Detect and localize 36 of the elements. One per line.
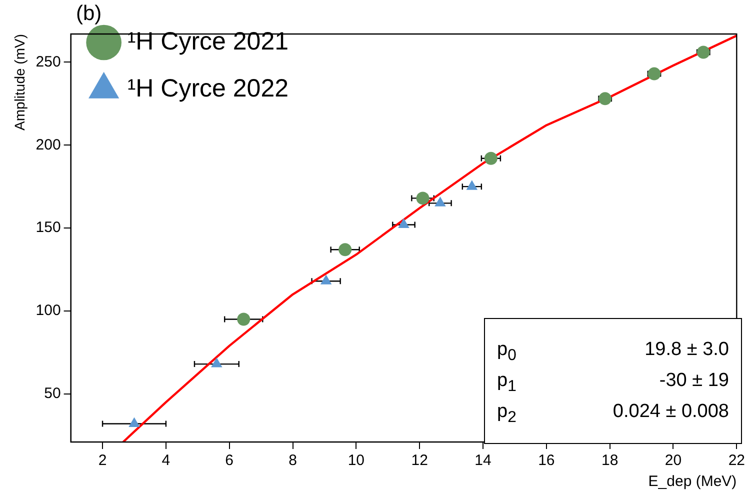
x-tick-label: 2 bbox=[98, 452, 107, 470]
point bbox=[237, 312, 250, 326]
y-tick-label: 200 bbox=[36, 136, 61, 154]
y-tick-label: 100 bbox=[36, 302, 61, 320]
x-tick-label: 4 bbox=[162, 452, 170, 470]
point bbox=[434, 196, 446, 206]
x-tick-label: 16 bbox=[538, 452, 555, 470]
point bbox=[696, 46, 710, 59]
text: p$_{0}$ 19.8 ± 3.0 bbox=[497, 339, 729, 364]
point bbox=[211, 358, 222, 368]
x-tick-label: 10 bbox=[348, 452, 365, 470]
point bbox=[484, 152, 498, 165]
point bbox=[648, 67, 661, 80]
point bbox=[338, 243, 352, 256]
x-tick-label: 6 bbox=[225, 452, 234, 470]
point bbox=[398, 218, 410, 228]
y-tick-label: 50 bbox=[44, 385, 61, 402]
text: p$_{2}$ 0.024 ± 0.008 bbox=[497, 400, 729, 426]
point bbox=[598, 92, 612, 106]
x-tick-label: 12 bbox=[411, 452, 428, 470]
x-tick-label: 8 bbox=[288, 452, 297, 470]
x-tick-label: 18 bbox=[601, 452, 618, 470]
point bbox=[416, 192, 430, 205]
y-tick-label: 150 bbox=[36, 219, 61, 236]
x-tick-label: 20 bbox=[664, 452, 682, 470]
y-axis-title: Amplitude (mV) bbox=[11, 34, 28, 130]
x-tick-label: 22 bbox=[728, 452, 745, 470]
chart-title: (b) bbox=[76, 2, 102, 26]
legend-label: ¹H Cyrce 2022 bbox=[127, 74, 288, 102]
x-axis-title: E_dep (MeV) bbox=[648, 473, 737, 490]
point bbox=[128, 417, 140, 428]
text: p$_{1}$ -30 ± 19 bbox=[497, 370, 729, 395]
x-tick-label: 14 bbox=[474, 452, 492, 470]
point bbox=[320, 274, 332, 284]
point bbox=[466, 180, 478, 190]
y-tick-label: 250 bbox=[36, 53, 61, 70]
